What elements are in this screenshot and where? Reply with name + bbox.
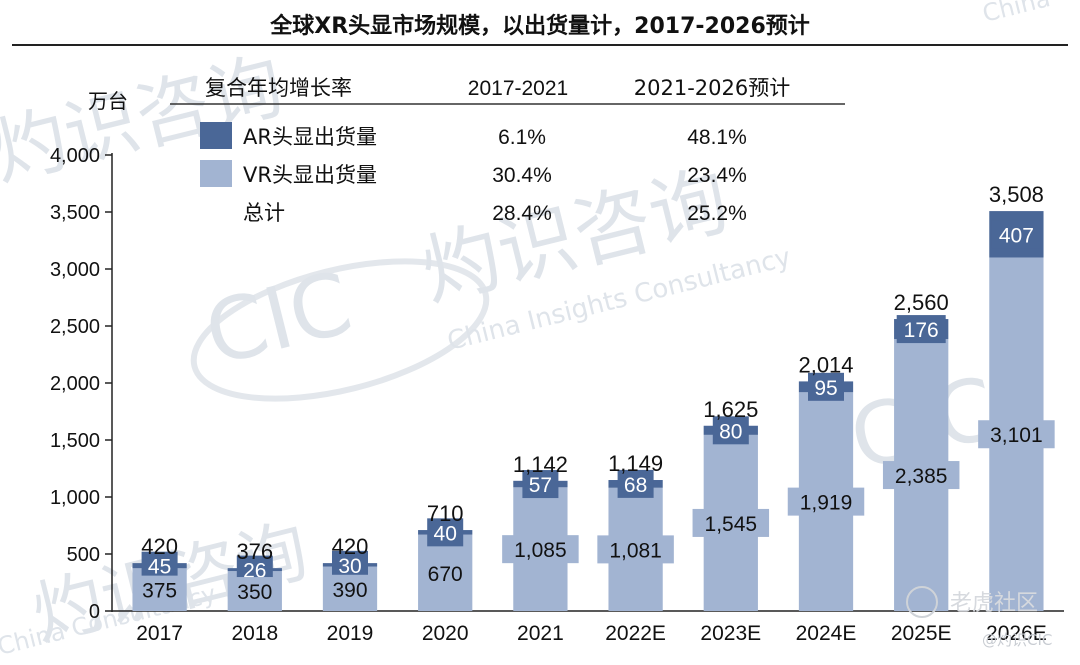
bar-vr-label: 1,081 [609,539,662,562]
bar-vr-label: 670 [428,563,463,586]
cagr-vr-p1: 30.4% [492,164,552,187]
x-tick-label: 2017 [136,622,183,645]
bar-vr-label-box [419,558,471,587]
y-tick-label: 3,000 [50,259,100,281]
cagr-total-p1: 28.4% [492,202,552,225]
bar-ar-label-box [808,372,844,401]
x-tick-label: 2020 [422,622,469,645]
legend-swatch-ar [200,122,232,149]
y-tick-label: 4,000 [50,145,100,167]
bar-total-label: 2,014 [798,352,853,377]
bar-ar-label: 45 [148,556,171,579]
bar-vr-label-box [502,535,579,564]
source-badge-text: 老虎社区 [950,591,1038,616]
bar-total-label: 420 [141,534,178,559]
bar-ar-label: 40 [434,522,457,545]
bar-total-label: 710 [427,501,464,526]
bar-total-label: 2,560 [894,290,949,315]
bar-vr-label: 350 [237,581,272,604]
cagr-vr-p2: 23.4% [687,164,747,187]
y-tick-label: 2,500 [50,316,100,338]
bar-ar-label-box [141,551,178,580]
y-tick-label: 2,000 [50,373,100,395]
x-axis-labels: 2017 2018 2019 2020 2021 2022E 2023E 2024E 2025E… [136,622,1047,645]
bar-vr-label: 375 [142,580,177,603]
y-tick-label: 1,000 [50,487,100,509]
legend-label-ar: AR头显出货量 [243,125,377,149]
bar-vr-label-box [324,574,376,603]
legend-label-vr: VR头显出货量 [243,163,377,187]
cagr-total-p2: 25.2% [687,202,747,225]
bar-ar-label-box [991,220,1041,249]
bar-ar-label: 176 [904,319,939,342]
y-tick-label: 1,500 [50,430,100,452]
bar-total-label: 1,142 [513,452,568,477]
tiger-community-icon [906,586,938,618]
y-unit-label: 万台 [88,89,128,113]
bar-vr-label-box [133,575,186,604]
bar-ar-label: 30 [338,555,361,578]
bar-total-label: 3,508 [989,182,1044,207]
title-rule [12,44,1068,46]
cagr-header-period2: 2021-2026预计 [634,76,790,100]
bar-total-label: 1,149 [608,451,663,476]
bar-vr-label-box [978,420,1055,449]
cagr-header-label: 复合年均增长率 [205,76,352,100]
x-tick-label: 2023E [700,622,761,645]
x-tick-label: 2018 [231,622,278,645]
bar-ar-label-box [427,518,464,547]
bar-vr-label-box [597,535,674,564]
bar-ar-label-box [522,470,559,499]
cagr-table: 复合年均增长率 2017-2021 2021-2026预计 AR头显出货量 6.… [170,76,845,225]
bar-ar-label: 407 [999,224,1034,247]
bar-vr-label: 1,545 [705,513,758,536]
y-axis-ticks: 0 500 1,000 1,500 2,000 2,500 3,000 3,500 4,000 [50,145,112,623]
x-tick-label: 2026E [986,622,1047,645]
y-tick-label: 500 [67,544,100,566]
legend-label-total: 总计 [243,201,285,225]
bar-vr-label-box [229,577,281,606]
bar-ar-label-box [332,550,368,579]
x-tick-label: 2022E [605,622,666,645]
watermark-corner-text: China [980,0,1053,28]
bar-vr-label-box [787,487,865,516]
bar-vr-label-box [882,461,960,490]
bar-total-label: 1,625 [703,397,758,422]
watermark-swoosh [190,258,490,402]
source-badge-handle: @灼识CIC [982,631,1052,649]
bar-ar-label: 95 [814,377,837,400]
bar-vr-label: 1,919 [800,492,853,515]
x-tick-label: 2021 [517,622,564,645]
bar-vr-label: 1,085 [514,539,567,562]
bar-ar-label-box [617,469,654,498]
x-tick-label: 2024E [796,622,857,645]
bar-vr-label: 3,101 [990,424,1043,447]
bar-ar-label: 57 [529,474,552,497]
legend-swatch-vr [200,160,232,187]
bar-ar-label-box [896,315,946,344]
bar-total-label: 376 [236,539,273,564]
bar-ar-label: 68 [624,474,647,497]
bar-ar-label-box [712,416,749,445]
bar-vr-label: 390 [332,579,367,602]
x-tick-label: 2025E [891,622,952,645]
cagr-ar-p1: 6.1% [498,126,546,149]
bar-total-label: 420 [332,534,369,559]
source-badge: 老虎社区 @灼识CIC [906,586,1052,649]
watermark-logo: CIC [196,253,361,385]
x-tick-label: 2019 [327,622,374,645]
bar-vr-label: 2,385 [895,465,948,488]
y-tick-label: 3,500 [50,202,100,224]
bar-ar-label: 26 [243,560,266,583]
bar-vr-label-box [692,508,770,537]
y-tick-label: 0 [89,601,100,623]
chart-title: 全球XR头显市场规模，以出货量计，2017-2026预计 [270,14,810,39]
cagr-ar-p2: 48.1% [687,126,747,149]
cagr-header-period1: 2017-2021 [468,77,568,100]
bar-ar-label: 80 [719,420,742,443]
